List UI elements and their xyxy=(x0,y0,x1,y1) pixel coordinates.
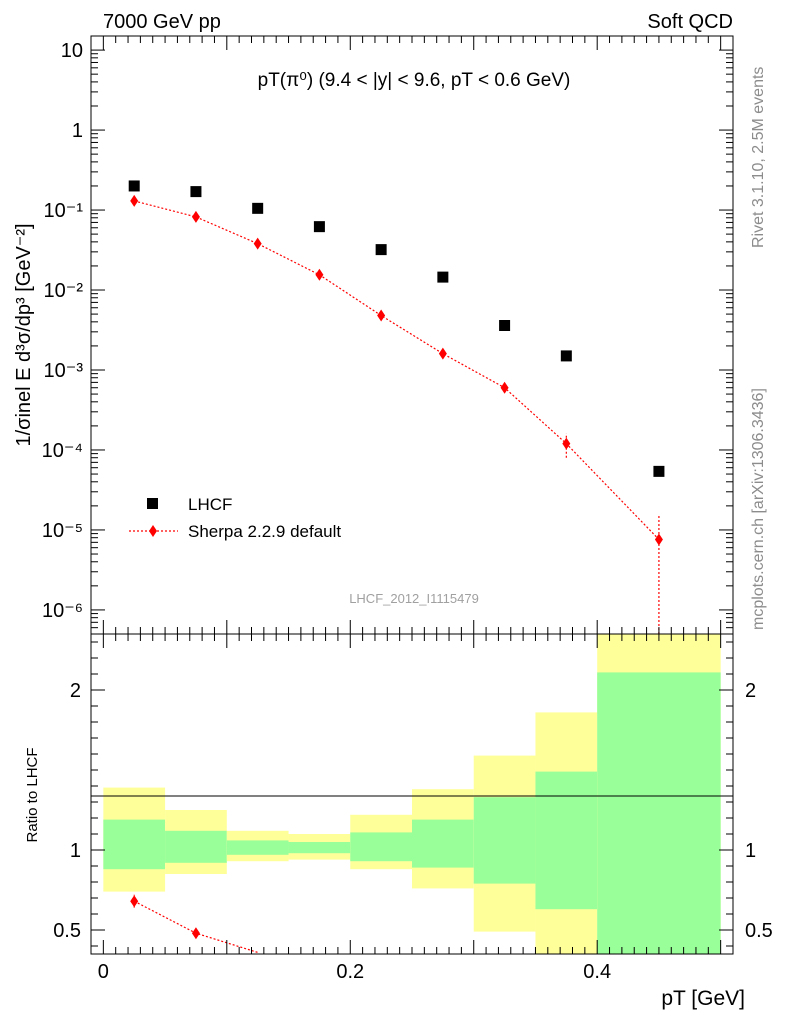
analysis-watermark: LHCF_2012_I1115479 xyxy=(349,591,479,606)
lhcf-point xyxy=(128,180,140,192)
main-series-layer xyxy=(128,180,665,634)
sherpa-line xyxy=(134,200,660,540)
mcplots-label: mcplots.cern.ch [arXiv:1306.3436] xyxy=(750,388,767,630)
lhcf-point xyxy=(653,465,665,477)
y-tick-label: 10⁻² xyxy=(44,280,84,302)
x-tick-label: 0 xyxy=(98,961,109,983)
ratio-band-inner xyxy=(103,819,166,870)
main-y-tick-labels: 10⁻⁶ 10⁻⁵ 10⁻⁴ 10⁻³ 10⁻² 10⁻¹ 1 10 xyxy=(42,40,84,622)
x-tick-label: 0.4 xyxy=(583,961,611,983)
sherpa-point xyxy=(253,237,262,250)
ratio-band-inner xyxy=(473,797,536,884)
main-title: pT(π⁰) (9.4 < |y| < 9.6, pT < 0.6 GeV) xyxy=(258,70,571,91)
rivet-label: Rivet 3.1.10, 2.5M events xyxy=(750,67,767,248)
header-left: 7000 GeV pp xyxy=(103,11,221,33)
ratio-y-tick-label-right: 1 xyxy=(745,840,756,862)
x-tick-label: 0.2 xyxy=(336,961,364,983)
main-plot: 10⁻⁶ 10⁻⁵ 10⁻⁴ 10⁻³ 10⁻² 10⁻¹ 1 10 pT(π⁰) (9.4 … xyxy=(13,35,734,635)
ratio-band-inner xyxy=(226,840,289,855)
lhcf-point xyxy=(313,221,325,233)
ratio-sherpa-point xyxy=(130,895,139,908)
sherpa-point xyxy=(191,210,200,223)
ratio-tick-labels: 0.5 0.5 1 1 2 2 0 0.2 0.4 xyxy=(53,680,773,983)
sherpa-point xyxy=(438,347,447,360)
ratio-y-tick-label-left: 0.5 xyxy=(53,920,81,942)
y-tick-label: 10⁻⁴ xyxy=(42,440,83,462)
lhcf-point xyxy=(499,320,511,332)
ratio-y-tick-label-right: 0.5 xyxy=(745,920,773,942)
x-axis-label: pT [GeV] xyxy=(661,987,745,1010)
lhcf-point xyxy=(375,244,387,256)
main-y-axis-label: 1/σinel E d³σ/dp³ [GeV⁻²] xyxy=(13,223,35,446)
legend-label-sherpa: Sherpa 2.2.9 default xyxy=(188,522,341,541)
ratio-sherpa-line xyxy=(133,900,258,953)
ratio-uncertainty-bands xyxy=(103,634,721,954)
ratio-y-tick-label-left: 1 xyxy=(70,840,81,862)
ratio-plot: 0.5 0.5 1 1 2 2 0 0.2 0.4 Ratio to LHCF pT [GeV] xyxy=(24,633,773,1010)
lhcf-point xyxy=(560,350,572,362)
ratio-axis-ticks xyxy=(91,634,733,954)
ratio-y-tick-label-left: 2 xyxy=(70,680,81,702)
y-tick-label: 10⁻³ xyxy=(44,360,84,382)
ratio-y-tick-label-right: 2 xyxy=(745,680,756,702)
ratio-y-axis-label: Ratio to LHCF xyxy=(24,747,41,842)
sherpa-point xyxy=(654,533,663,546)
legend-marker-lhcf xyxy=(147,498,158,509)
ratio-band-inner xyxy=(350,832,412,862)
legend: LHCF Sherpa 2.2.9 default xyxy=(129,495,341,541)
legend-label-lhcf: LHCF xyxy=(188,495,232,514)
sherpa-point xyxy=(377,309,386,322)
y-tick-label: 1 xyxy=(72,120,83,142)
sherpa-point xyxy=(315,268,324,281)
ratio-band-inner xyxy=(165,830,227,863)
y-tick-label: 10⁻⁶ xyxy=(42,600,83,622)
header-right: Soft QCD xyxy=(647,11,733,33)
ratio-sherpa-point xyxy=(191,927,200,940)
ratio-band-inner xyxy=(288,842,351,854)
ratio-band-inner xyxy=(535,771,598,910)
y-tick-label: 10⁻⁵ xyxy=(42,520,83,542)
y-tick-label: 10 xyxy=(61,40,83,62)
legend-marker-sherpa xyxy=(149,525,157,537)
sherpa-point xyxy=(500,381,509,394)
ratio-band-inner xyxy=(412,819,474,868)
ratio-band-inner xyxy=(597,672,721,954)
ratio-series-layer xyxy=(130,894,258,953)
sherpa-point xyxy=(562,437,571,450)
main-plot-frame xyxy=(90,35,734,635)
y-tick-label: 10⁻¹ xyxy=(44,200,84,222)
lhcf-point xyxy=(190,186,202,198)
main-axis-ticks xyxy=(91,36,733,635)
lhcf-point xyxy=(437,271,449,283)
sherpa-point xyxy=(130,194,139,207)
lhcf-point xyxy=(252,202,264,214)
